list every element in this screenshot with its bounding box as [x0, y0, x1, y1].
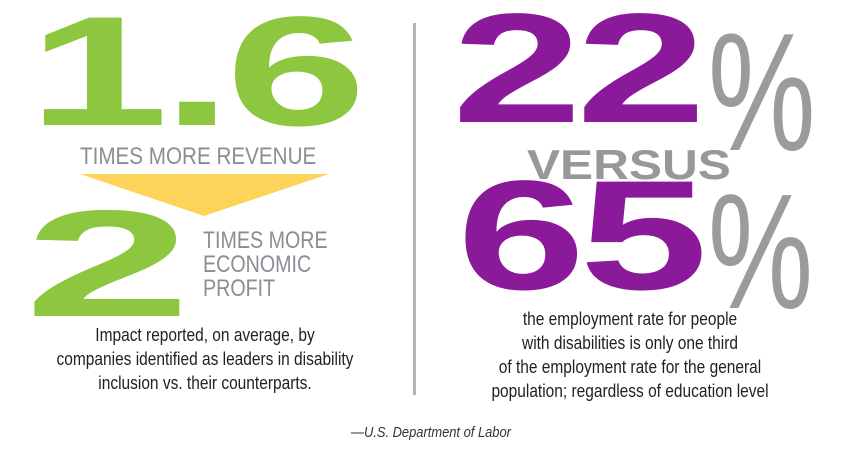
percent-sign: %	[708, 0, 816, 186]
revenue-multiplier: 1.6	[28, 0, 366, 159]
profit-label-line: TIMES MORE	[203, 227, 328, 254]
left-caption: Impact reported, on average, by companie…	[0, 323, 410, 395]
down-arrow-icon	[80, 174, 329, 216]
caption-line: inclusion vs. their counterparts.	[98, 373, 312, 393]
source-citation: —U.S. Department of Labor	[351, 424, 511, 441]
rate-general: 65	[457, 149, 708, 323]
percent-sign: %	[708, 160, 813, 343]
revenue-label: TIMES MORE REVENUE	[80, 143, 317, 170]
rate-disabilities: 22	[452, 0, 706, 156]
vertical-divider	[413, 23, 416, 395]
versus-label: VERSUS	[527, 141, 731, 188]
caption-line: the employment rate for people	[522, 309, 738, 329]
caption-line: companies identified as leaders in disab…	[56, 349, 354, 369]
right-caption: the employment rate for people with disa…	[420, 307, 840, 403]
profit-label-line: PROFIT	[203, 275, 276, 302]
profit-label-line: ECONOMIC	[203, 251, 312, 278]
caption-line: Impact reported, on average, by	[95, 325, 315, 345]
profit-label: TIMES MORE ECONOMIC PROFIT	[203, 229, 355, 301]
caption-line: population; regardless of education leve…	[491, 381, 769, 401]
caption-line: of the employment rate for the general	[498, 357, 762, 377]
profit-multiplier: 2	[24, 179, 191, 349]
caption-line: with disabilities is only one third	[522, 333, 738, 353]
